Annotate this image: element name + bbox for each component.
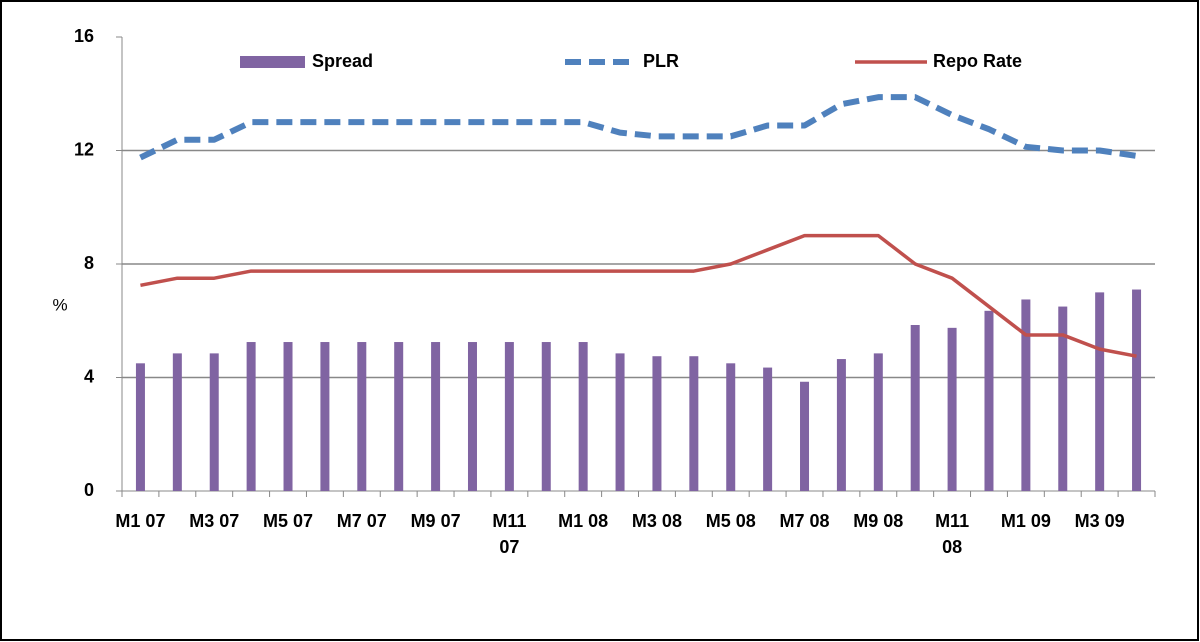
x-tick-label: M3 07: [189, 511, 240, 531]
x-tick-label: M3 08: [631, 511, 682, 531]
x-tick-label: M9 07: [410, 511, 461, 531]
x-tick-label: M7 08: [779, 511, 830, 531]
bar: [947, 327, 957, 491]
x-tick-label: M11 08: [935, 511, 970, 557]
x-tick-label: M1 07: [115, 511, 166, 531]
y-tick-label: 8: [84, 253, 94, 273]
bar: [467, 342, 477, 491]
bar: [578, 342, 588, 491]
x-tick-label: M1 09: [1000, 511, 1051, 531]
bar: [246, 342, 256, 491]
y-tick-label: 0: [84, 480, 94, 500]
bar: [172, 353, 182, 491]
y-tick-label: 4: [84, 366, 94, 386]
bar: [320, 342, 330, 491]
x-tick-label: M3 09: [1074, 511, 1125, 531]
line: [139, 94, 1137, 161]
x-tick-label: M11 07: [492, 511, 527, 557]
y-axis-label: %: [52, 295, 67, 314]
legend-label: Spread: [312, 51, 373, 71]
x-tick-label: M9 08: [853, 511, 904, 531]
bar: [541, 342, 551, 491]
bar: [1021, 299, 1031, 491]
bar: [726, 363, 736, 491]
line: [140, 233, 1137, 358]
bar: [1132, 289, 1142, 491]
bar: [209, 353, 219, 491]
bar: [836, 359, 846, 491]
x-tick-label: M7 07: [336, 511, 387, 531]
bar: [1058, 306, 1068, 491]
bar: [504, 342, 514, 491]
legend-label: Repo Rate: [933, 51, 1022, 71]
bar: [1095, 292, 1105, 491]
legend-swatch: [240, 56, 305, 68]
bar: [135, 363, 145, 491]
bar: [763, 367, 773, 491]
bar: [431, 342, 441, 491]
x-tick-label: M5 08: [705, 511, 756, 531]
bar: [394, 342, 404, 491]
bar: [800, 381, 810, 491]
bar: [689, 356, 699, 491]
bar: [357, 342, 367, 491]
bar: [910, 325, 920, 491]
bar: [283, 342, 293, 491]
legend-label: PLR: [643, 51, 679, 71]
bar: [652, 356, 662, 491]
bar: [615, 353, 625, 491]
x-tick-label: M1 08: [558, 511, 609, 531]
bar: [984, 310, 994, 491]
bar: [873, 353, 883, 491]
x-tick-label: M5 07: [263, 511, 314, 531]
y-tick-label: 12: [74, 139, 94, 159]
y-tick-label: 16: [74, 26, 94, 46]
